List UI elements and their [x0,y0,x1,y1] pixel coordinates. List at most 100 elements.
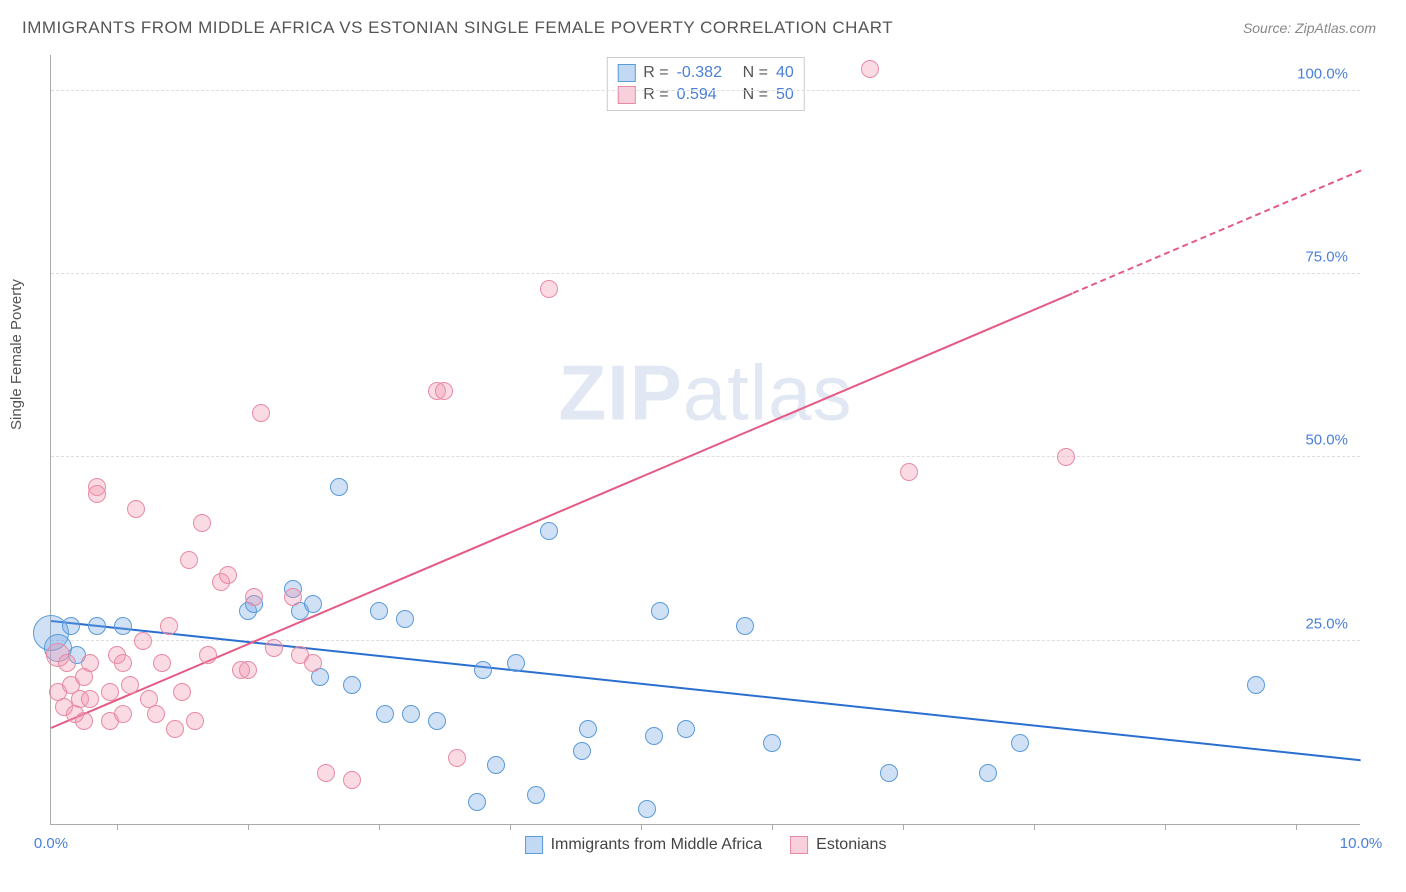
data-point [474,661,492,679]
data-point [330,478,348,496]
data-point [428,712,446,730]
data-point [736,617,754,635]
data-point [75,712,93,730]
y-tick-label: 100.0% [1297,65,1348,82]
legend-label: Immigrants from Middle Africa [551,836,763,854]
data-point [245,588,263,606]
data-point [199,646,217,664]
data-point [304,654,322,672]
legend-swatch [525,836,543,854]
gridline [51,273,1360,274]
data-point [317,764,335,782]
data-point [304,595,322,613]
data-point [186,712,204,730]
data-point [114,654,132,672]
data-point [284,588,302,606]
n-label: N = [743,64,768,82]
x-tick-label: 0.0% [34,835,68,852]
data-point [979,764,997,782]
data-point [58,654,76,672]
data-point [540,522,558,540]
data-point [114,705,132,723]
data-point [62,617,80,635]
data-point [147,705,165,723]
gridline [51,90,1360,91]
data-point [402,705,420,723]
data-point [1247,676,1265,694]
data-point [677,720,695,738]
plot-area: ZIPatlas R =-0.382N =40R =0.594N =50 Imm… [50,55,1360,825]
x-tick-mark [1034,824,1035,830]
data-point [487,756,505,774]
data-point [239,661,257,679]
data-point [101,683,119,701]
stats-legend-row: R = -0.382 N = 40 [617,62,793,84]
data-point [573,742,591,760]
x-tick-mark [510,824,511,830]
series-legend: Immigrants from Middle Africa Estonians [525,836,887,854]
source-attribution: Source: ZipAtlas.com [1243,20,1376,36]
data-point [193,514,211,532]
r-label: R = [643,64,668,82]
data-point [343,771,361,789]
r-value: -0.382 [677,64,735,82]
data-point [448,749,466,767]
data-point [376,705,394,723]
x-tick-mark [248,824,249,830]
n-value: 40 [776,64,794,82]
data-point [1057,448,1075,466]
x-tick-mark [1296,824,1297,830]
data-point [900,463,918,481]
data-point [396,610,414,628]
data-point [540,280,558,298]
watermark: ZIPatlas [558,348,852,439]
x-tick-mark [117,824,118,830]
data-point [638,800,656,818]
data-point [88,617,106,635]
stats-legend: R = -0.382 N = 40 R =0.594N =50 [606,57,804,111]
data-point [468,793,486,811]
data-point [435,382,453,400]
data-point [160,617,178,635]
data-point [651,602,669,620]
stats-legend-row: R =0.594N =50 [617,84,793,106]
y-axis-label: Single Female Poverty [8,279,25,430]
data-point [265,639,283,657]
data-point [527,786,545,804]
data-point [81,654,99,672]
data-point [81,690,99,708]
data-point [134,632,152,650]
x-tick-mark [903,824,904,830]
watermark-bold: ZIP [558,349,682,437]
x-tick-mark [772,824,773,830]
legend-swatch [790,836,808,854]
data-point [507,654,525,672]
data-point [579,720,597,738]
data-point [880,764,898,782]
data-point [1011,734,1029,752]
data-point [645,727,663,745]
data-point [121,676,139,694]
data-point [180,551,198,569]
trend-line [51,620,1361,761]
data-point [343,676,361,694]
legend-label: Estonians [816,836,886,854]
x-tick-mark [1165,824,1166,830]
data-point [127,500,145,518]
data-point [763,734,781,752]
x-tick-mark [379,824,380,830]
y-tick-label: 25.0% [1305,615,1348,632]
data-point [153,654,171,672]
legend-item: Immigrants from Middle Africa [525,836,763,854]
y-tick-label: 50.0% [1305,432,1348,449]
legend-item: Estonians [790,836,886,854]
data-point [173,683,191,701]
data-point [114,617,132,635]
data-point [252,404,270,422]
data-point [219,566,237,584]
data-point [861,60,879,78]
x-tick-mark [641,824,642,830]
y-tick-label: 75.0% [1305,249,1348,266]
data-point [370,602,388,620]
gridline [51,456,1360,457]
